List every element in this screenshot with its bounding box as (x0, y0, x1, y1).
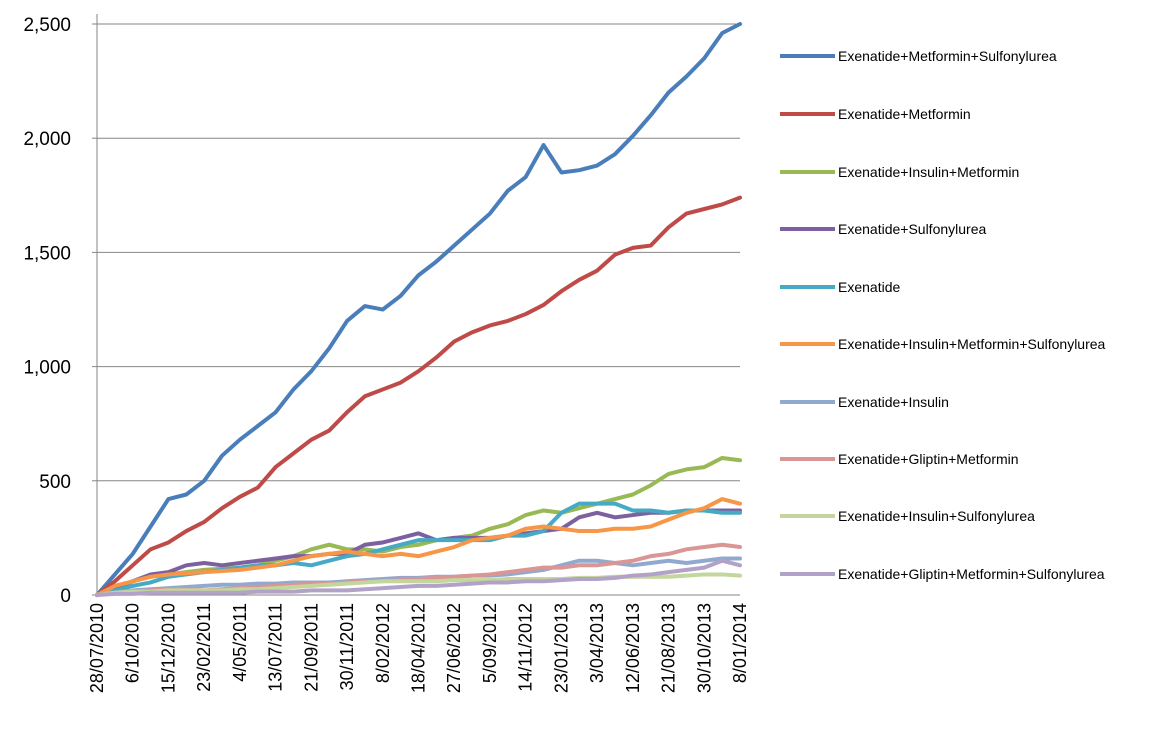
legend-item: Exenatide+Gliptin+Metformin (780, 449, 1133, 469)
legend-swatch (780, 227, 835, 231)
x-tick-label: 13/07/2011 (266, 603, 286, 692)
legend-label: Exenatide (838, 279, 901, 295)
y-tick-label: 1,000 (23, 358, 71, 379)
legend-swatch (780, 572, 835, 576)
legend-item: Exenatide+Insulin+Metformin+Sulfonylurea (780, 334, 1133, 354)
series-line (95, 497, 742, 597)
legend-item: Exenatide+Metformin+Sulfonylurea (780, 46, 1133, 66)
series-line (95, 195, 742, 597)
legend-item: Exenatide+Gliptin+Metformin+Sulfonylurea (780, 564, 1133, 584)
x-tick-label: 8/01/2014 (730, 603, 750, 683)
legend-swatch (780, 170, 835, 174)
legend-label: Exenatide+Insulin (838, 394, 949, 410)
y-tick-label: 2,500 (23, 15, 71, 36)
y-tick-label: 2,000 (23, 129, 71, 150)
x-tick-label: 21/08/2013 (659, 603, 679, 693)
legend-label: Exenatide+Gliptin+Metformin (838, 451, 1019, 467)
legend-label: Exenatide+Insulin+Metformin+Sulfonylurea (838, 336, 1106, 352)
legend-item: Exenatide+Insulin+Metformin (780, 162, 1133, 182)
legend-item: Exenatide+Insulin+Sulfonylurea (780, 506, 1133, 526)
x-tick-label: 15/12/2010 (158, 603, 178, 693)
legend-swatch (780, 400, 835, 404)
legend-item: Exenatide (780, 277, 1133, 297)
legend-label: Exenatide+Gliptin+Metformin+Sulfonylurea (838, 566, 1105, 582)
x-tick-label: 27/06/2012 (444, 603, 464, 693)
legend-swatch (780, 285, 835, 289)
legend-label: Exenatide+Insulin+Metformin (838, 164, 1020, 180)
legend-swatch (780, 112, 835, 116)
legend-swatch (780, 54, 835, 58)
x-tick-label: 12/06/2013 (623, 603, 643, 693)
legend-label: Exenatide+Insulin+Sulfonylurea (838, 508, 1035, 524)
legend-swatch (780, 342, 835, 346)
x-tick-label: 18/04/2012 (409, 603, 429, 693)
x-tick-label: 5/09/2012 (480, 603, 500, 683)
series-line (95, 22, 742, 597)
series-line (95, 455, 742, 597)
legend-swatch (780, 514, 835, 518)
series-line (95, 508, 742, 597)
legend-label: Exenatide+Metformin+Sulfonylurea (838, 48, 1057, 64)
x-tick-label: 21/09/2011 (301, 603, 321, 692)
x-tick-label: 23/02/2011 (194, 603, 214, 692)
legend-item: Exenatide+Metformin (780, 104, 1133, 124)
x-tick-label: 30/11/2011 (337, 603, 357, 690)
x-tick-label: 14/11/2012 (516, 603, 536, 692)
x-tick-label: 30/10/2013 (694, 603, 714, 693)
legend-swatch (780, 457, 835, 461)
legend-label: Exenatide+Sulfonylurea (838, 221, 987, 237)
x-tick-label: 3/04/2013 (587, 603, 607, 683)
y-tick-label: 1,500 (23, 243, 71, 264)
x-tick-label: 4/05/2011 (230, 603, 250, 682)
x-tick-label: 8/02/2012 (373, 603, 393, 683)
x-tick-label: 6/10/2010 (123, 603, 143, 683)
y-tick-label: 0 (60, 586, 71, 607)
x-tick-label: 23/01/2013 (551, 603, 571, 693)
legend-item: Exenatide+Sulfonylurea (780, 219, 1133, 239)
y-tick-label: 500 (39, 472, 71, 493)
legend-label: Exenatide+Metformin (838, 106, 971, 122)
x-tick-label: 28/07/2010 (87, 603, 107, 693)
legend-item: Exenatide+Insulin (780, 392, 1133, 412)
series-line (95, 558, 742, 597)
